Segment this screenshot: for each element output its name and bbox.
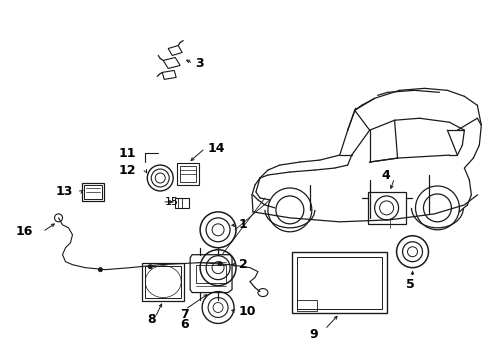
Circle shape [148,265,152,269]
Text: 2: 2 [239,258,248,271]
Text: 4: 4 [382,168,391,181]
Text: 7: 7 [180,308,189,321]
Text: 10: 10 [239,305,257,318]
Text: 13: 13 [55,185,73,198]
Text: 8: 8 [147,313,156,326]
Text: 3: 3 [195,57,204,70]
Circle shape [98,268,102,272]
Text: 1: 1 [239,218,248,231]
Text: 9: 9 [310,328,318,341]
Text: 16: 16 [16,225,33,238]
Text: 15: 15 [165,197,179,207]
Circle shape [218,262,222,266]
Text: 11: 11 [119,147,136,159]
Text: 5: 5 [406,278,414,291]
Text: 12: 12 [119,163,136,176]
Text: 6: 6 [180,318,189,331]
Text: 14: 14 [207,141,224,155]
